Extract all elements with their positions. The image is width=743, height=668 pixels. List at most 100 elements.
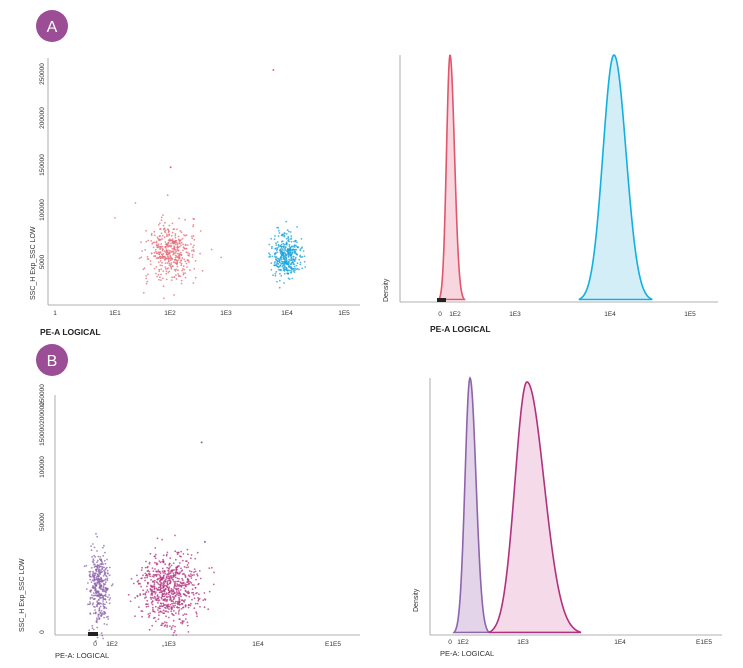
scatter-point	[174, 604, 177, 607]
scatter-point	[168, 238, 171, 241]
scatter-point	[279, 264, 282, 267]
scatter-point	[152, 585, 155, 588]
scatter-point	[157, 261, 160, 264]
y-tick: 250000	[39, 63, 46, 85]
scatter-point	[151, 567, 154, 569]
scatter-point	[186, 578, 189, 580]
scatter-point	[163, 598, 166, 601]
scatter-point	[171, 608, 174, 610]
scatter-point	[97, 598, 100, 601]
scatter-point	[147, 616, 150, 619]
scatter-point	[102, 555, 105, 557]
scatter-point	[183, 572, 185, 575]
scatter-point	[291, 277, 294, 280]
scatter-point	[149, 612, 152, 615]
scatter-point	[159, 583, 162, 586]
scatter-point	[172, 228, 175, 230]
scatter-point	[145, 277, 148, 280]
scatter-point	[106, 558, 108, 561]
scatter-point	[161, 567, 164, 570]
scatter-point	[146, 258, 149, 260]
scatter-point	[200, 441, 203, 444]
scatter-point	[175, 278, 178, 280]
scatter-point	[290, 238, 292, 241]
scatter-point	[153, 555, 156, 558]
scatter-point	[195, 592, 197, 595]
scatter-point	[148, 570, 151, 573]
scatter-point	[174, 236, 177, 239]
scatter-point	[166, 574, 169, 576]
scatter-point	[162, 228, 165, 231]
x-tick: 1E2	[106, 641, 118, 648]
scatter-point	[159, 222, 161, 225]
scatter-point	[182, 265, 185, 267]
scatter-point	[161, 245, 164, 248]
scatter-point	[160, 602, 163, 605]
scatter-point	[156, 573, 159, 576]
y-axis-label: SSC_H Exp_SSC LOW	[19, 558, 26, 632]
scatter-point	[192, 235, 195, 237]
scatter-point	[150, 592, 153, 594]
scatter-point	[162, 645, 165, 647]
scatter-point	[178, 217, 181, 220]
scatter-point	[290, 235, 293, 237]
scatter-point	[169, 572, 172, 575]
scatter-point	[184, 244, 187, 247]
scatter-point	[94, 591, 97, 594]
scatter-point	[91, 579, 94, 582]
scatter-point	[180, 567, 182, 570]
histogram-series	[578, 54, 653, 301]
scatter-point	[156, 537, 159, 540]
scatter-point	[166, 255, 169, 258]
scatter-point	[280, 245, 283, 248]
scatter-point	[96, 566, 99, 568]
scatter-point	[147, 603, 149, 605]
scatter-point	[163, 570, 166, 572]
scatter-point	[155, 598, 158, 601]
scatter-point	[287, 261, 290, 264]
scatter-point	[166, 595, 168, 598]
scatter-point	[172, 634, 175, 637]
scatter-point	[160, 591, 162, 594]
scatter-point	[97, 615, 100, 617]
scatter-point	[168, 224, 171, 227]
scatter-point	[165, 621, 168, 624]
scatter-point	[174, 580, 177, 583]
scatter-point	[153, 581, 156, 584]
scatter-point	[182, 614, 185, 616]
scatter-point	[270, 247, 273, 250]
scatter-point	[138, 606, 140, 608]
x-axis-label: PE-A LOGICAL	[430, 324, 491, 334]
scatter-point	[170, 576, 173, 579]
scatter-point	[88, 629, 91, 632]
scatter-point	[175, 588, 178, 590]
scatter-point	[170, 242, 172, 245]
scatter-point	[174, 233, 177, 235]
scatter-point	[174, 534, 176, 537]
scatter-point	[289, 251, 292, 254]
scatter-point	[132, 582, 135, 585]
scatter-point	[98, 566, 101, 569]
scatter-point	[166, 233, 168, 236]
scatter-point	[181, 559, 184, 562]
scatter-point	[97, 559, 99, 562]
scatter-point	[162, 560, 165, 563]
scatter-point	[102, 600, 104, 602]
scatter-point	[191, 249, 193, 252]
scatter-point	[179, 275, 182, 278]
scatter-point	[159, 561, 162, 564]
scatter-point	[153, 234, 156, 237]
scatter-point	[163, 580, 165, 583]
scatter-point	[181, 569, 184, 572]
scatter-point	[87, 603, 89, 606]
scatter-point	[175, 274, 177, 276]
scatter-point	[99, 594, 102, 597]
scatter-point	[168, 252, 171, 255]
scatter-point	[143, 267, 146, 270]
scatter-point	[285, 237, 288, 240]
scatter-point	[96, 575, 98, 578]
scatter-point	[144, 566, 147, 569]
scatter-point	[90, 545, 92, 547]
scatter-point	[155, 241, 158, 244]
scatter-point	[106, 577, 109, 580]
